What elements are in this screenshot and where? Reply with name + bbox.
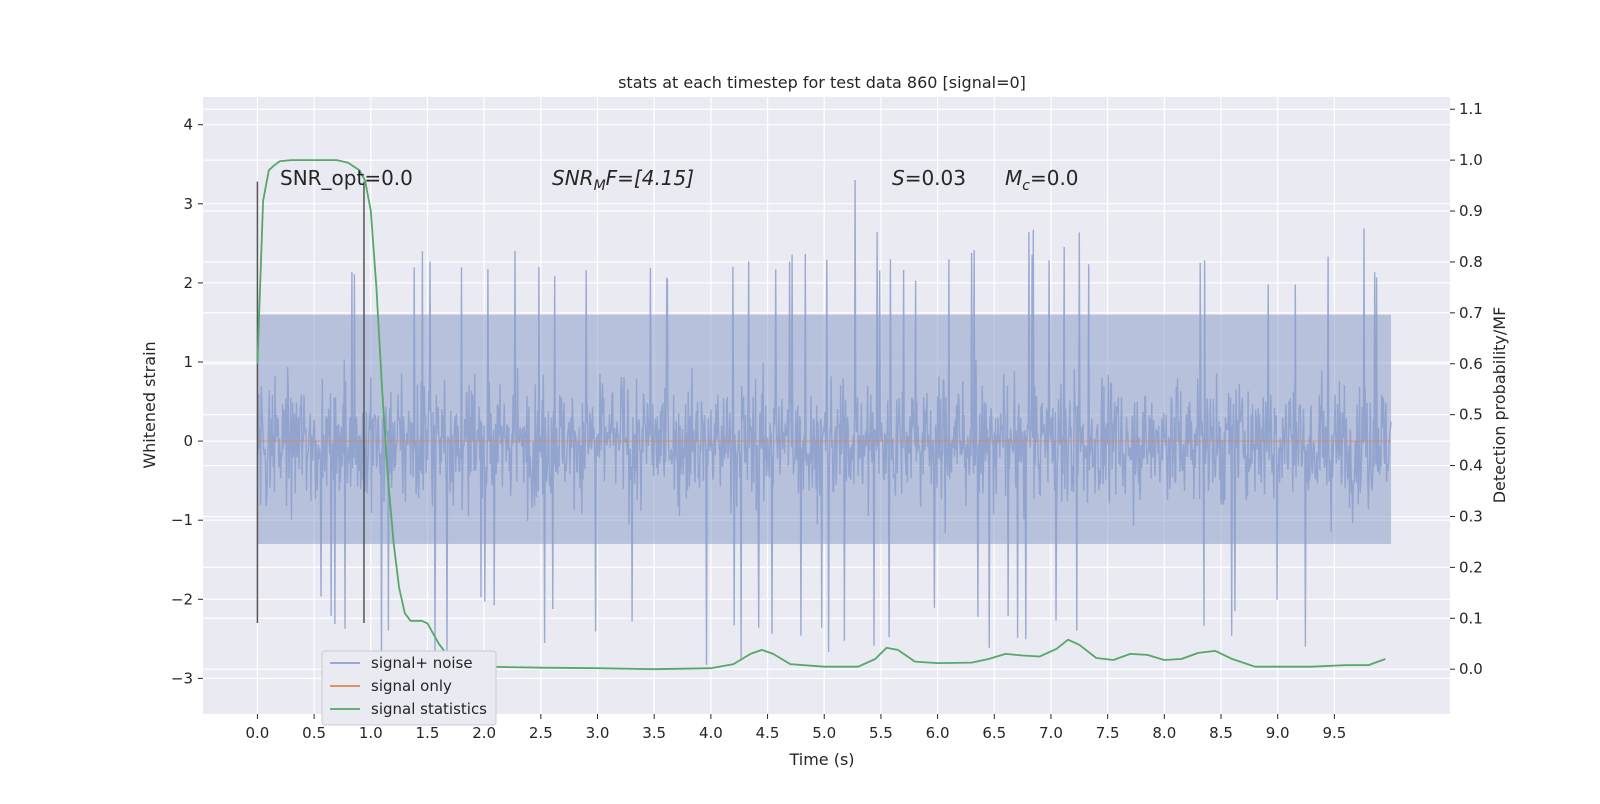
noise-dense-band xyxy=(257,314,1392,544)
x-tick-label: 1.0 xyxy=(359,724,383,742)
right-y-axis-ticks: 0.0 0.1 0.2 0.3 0.4 0.5 0.6 0.7 0.8 0.9 1.0 1.1 xyxy=(1450,100,1483,678)
right-y-tick-label: 0.2 xyxy=(1459,558,1483,576)
x-tick-label: 3.0 xyxy=(586,724,610,742)
x-tick-label: 4.5 xyxy=(756,724,780,742)
legend-box xyxy=(321,650,497,726)
annotation-snr-mf: SNRMF=[4.15] xyxy=(552,166,694,194)
left-y-tick-label: 4 xyxy=(183,116,193,134)
series-signal-statistics xyxy=(256,159,1386,671)
right-y-tick-label: 0.3 xyxy=(1459,507,1483,525)
right-y-tick-label: 0.8 xyxy=(1459,253,1483,271)
x-tick-label: 8.5 xyxy=(1209,724,1233,742)
right-y-tick-label: 0.1 xyxy=(1459,609,1483,627)
annotation-snr-opt: SNR_opt=0.0 xyxy=(280,166,413,190)
legend-label-signal-plus-noise: signal+ noise xyxy=(371,654,473,672)
left-y-tick-label: 3 xyxy=(183,195,193,213)
left-y-tick-label: −3 xyxy=(171,669,193,687)
x-tick-label: 7.5 xyxy=(1096,724,1120,742)
left-y-axis-label: Whitened strain xyxy=(140,341,159,468)
left-y-tick-label: −2 xyxy=(171,590,193,608)
x-tick-label: 5.0 xyxy=(812,724,836,742)
x-tick-label: 8.0 xyxy=(1152,724,1176,742)
annotation-snr-mf-prefix: SNR xyxy=(552,166,594,190)
vertical-markers xyxy=(256,181,365,624)
right-y-tick-label: 0.5 xyxy=(1459,406,1483,424)
right-y-tick-label: 1.1 xyxy=(1459,100,1483,118)
left-y-tick-label: 0 xyxy=(183,432,193,450)
x-axis-ticks: 0.0 0.5 1.0 1.5 2.0 2.5 3.0 3.5 4.0 4.5 5.0 5.5 6.0 6… xyxy=(245,714,1346,742)
x-axis-label: Time (s) xyxy=(788,750,854,769)
x-tick-label: 0.0 xyxy=(245,724,269,742)
annotation-mc: Mc=0.0 xyxy=(1005,166,1079,194)
x-tick-label: 9.0 xyxy=(1266,724,1290,742)
annotation-mc-symbol: M xyxy=(1005,166,1022,190)
left-y-axis-ticks: −3 −2 −1 0 1 2 3 4 xyxy=(171,116,203,687)
right-y-tick-label: 0.4 xyxy=(1459,457,1483,475)
chart-title: stats at each timestep for test data 860… xyxy=(618,73,1026,92)
x-tick-label: 5.5 xyxy=(869,724,893,742)
x-tick-label: 4.0 xyxy=(699,724,723,742)
x-tick-label: 2.0 xyxy=(472,724,496,742)
right-y-tick-label: 0.9 xyxy=(1459,202,1483,220)
x-tick-label: 1.5 xyxy=(416,724,440,742)
annotation-snr-mf-sub: M xyxy=(594,178,606,194)
series-signal-plus-noise xyxy=(256,179,1392,665)
legend-label-signal-statistics: signal statistics xyxy=(371,700,487,718)
right-y-axis-label: Detection probability/MF xyxy=(1490,307,1509,504)
signal-statistics-line xyxy=(256,159,1386,671)
x-tick-label: 7.0 xyxy=(1039,724,1063,742)
right-y-tick-label: 0.7 xyxy=(1459,304,1483,322)
left-y-tick-label: −1 xyxy=(171,511,193,529)
right-y-tick-label: 1.0 xyxy=(1459,151,1483,169)
right-y-tick-label: 0.0 xyxy=(1459,660,1483,678)
legend: signal+ noise signal only signal statist… xyxy=(321,650,497,726)
x-tick-label: 9.5 xyxy=(1322,724,1346,742)
left-y-tick-label: 2 xyxy=(183,274,193,292)
annotation-s-symbol: S xyxy=(892,166,905,190)
legend-label-signal-only: signal only xyxy=(371,677,452,695)
x-tick-label: 6.0 xyxy=(926,724,950,742)
annotation-mc-sub: c xyxy=(1022,178,1030,194)
annotation-mc-value: =0.0 xyxy=(1030,166,1079,190)
x-tick-label: 3.5 xyxy=(642,724,666,742)
right-y-tick-label: 0.6 xyxy=(1459,355,1483,373)
x-tick-label: 6.5 xyxy=(982,724,1006,742)
x-tick-label: 2.5 xyxy=(529,724,553,742)
annotation-s-stat: S=0.03 xyxy=(892,166,966,190)
annotation-s-value: =0.03 xyxy=(905,166,966,190)
x-tick-label: 0.5 xyxy=(302,724,326,742)
annotation-snr-mf-suffix: F=[4.15] xyxy=(606,166,694,190)
left-y-tick-label: 1 xyxy=(183,353,193,371)
